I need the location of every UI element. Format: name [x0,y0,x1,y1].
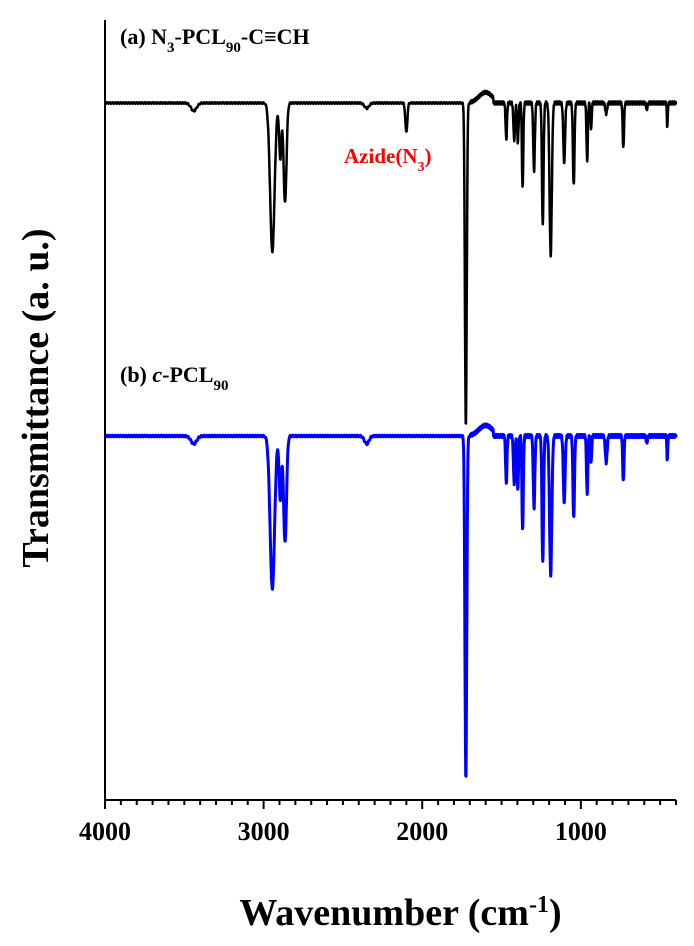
series-line-b [103,422,678,778]
x-tick-label: 2000 [396,817,448,846]
spectra-group [103,89,678,778]
azide-annotation: Azide(N3) [344,144,431,175]
x-tick-label: 4000 [79,817,131,846]
x-ticks-group: 4000 3000 2000 1000 [79,800,677,846]
x-tick-label: 1000 [555,817,607,846]
x-tick-label: 3000 [238,817,290,846]
series-label-a: (a) N3-PCL90-C≡CH [120,24,310,56]
x-axis-title: Wavenumber (cm-1) [239,892,561,934]
series-line-a [103,89,678,425]
series-label-b: (b) c-PCL90 [120,362,228,394]
y-axis-title: Transmittance (a. u.) [15,228,57,567]
